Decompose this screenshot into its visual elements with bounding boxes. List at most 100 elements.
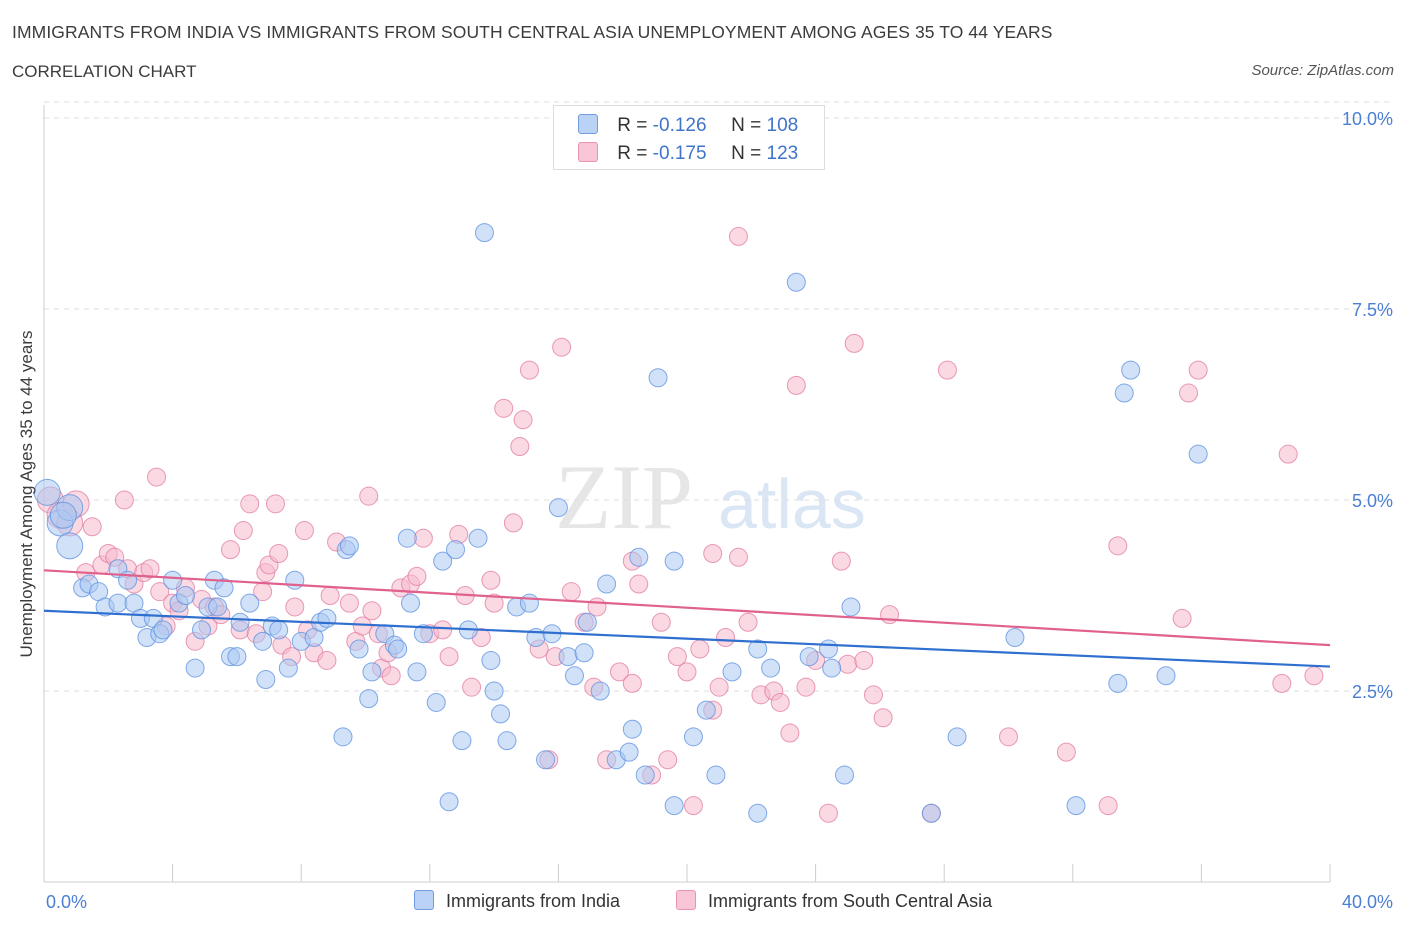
r-label: R = bbox=[617, 115, 648, 136]
series-legend: Immigrants from India Immigrants from So… bbox=[0, 890, 1406, 916]
sca-point bbox=[140, 559, 160, 579]
india-point bbox=[452, 731, 472, 751]
watermark-atlas: atlas bbox=[718, 465, 866, 543]
sca-point bbox=[1108, 536, 1128, 556]
sca-point bbox=[999, 727, 1018, 747]
india-point bbox=[108, 593, 128, 613]
india-point bbox=[413, 624, 433, 644]
sca-point bbox=[352, 616, 372, 636]
legend-swatch-sca bbox=[578, 142, 598, 162]
sca-point bbox=[683, 796, 703, 816]
r-label: R = bbox=[617, 143, 648, 164]
sca-point bbox=[863, 685, 883, 705]
india-point bbox=[664, 551, 684, 571]
stats-legend: R = -0.126 N = 108 R = -0.175 N = 123 bbox=[553, 105, 825, 170]
india-point bbox=[439, 792, 459, 812]
sca-point bbox=[150, 582, 170, 602]
sca-point bbox=[339, 593, 359, 613]
sca-point bbox=[786, 375, 806, 395]
india-point bbox=[548, 498, 568, 518]
trend-line-india bbox=[43, 609, 1331, 668]
india-point bbox=[558, 647, 578, 667]
n-value: 123 bbox=[766, 143, 799, 164]
watermark-zip: ZIP bbox=[555, 446, 693, 548]
sca-point bbox=[114, 490, 134, 510]
sca-point bbox=[519, 360, 539, 380]
india-point bbox=[397, 528, 417, 548]
sca-point bbox=[510, 437, 530, 457]
sca-point bbox=[320, 586, 340, 605]
sca-point bbox=[240, 494, 260, 514]
sca-point bbox=[407, 566, 427, 586]
india-point bbox=[1188, 444, 1208, 464]
sca-point bbox=[854, 650, 874, 670]
india-point bbox=[474, 223, 494, 243]
india-point bbox=[590, 681, 610, 701]
sca-point bbox=[738, 612, 758, 632]
legend-swatch-india bbox=[578, 114, 598, 134]
y-axis-label: Unemployment Among Ages 35 to 44 years bbox=[17, 331, 36, 658]
sca-point bbox=[609, 662, 629, 682]
legend-item-india: Immigrants from India bbox=[414, 890, 620, 912]
y-tick-label-1: 5.0% bbox=[1352, 491, 1393, 511]
india-point bbox=[822, 658, 842, 678]
india-point bbox=[339, 536, 359, 556]
india-point bbox=[269, 620, 289, 640]
sca-point bbox=[294, 521, 314, 541]
india-point bbox=[253, 631, 273, 651]
india-point bbox=[664, 796, 684, 816]
india-point bbox=[696, 700, 716, 720]
sca-point bbox=[587, 597, 607, 617]
sca-point bbox=[413, 528, 433, 548]
sca-point bbox=[484, 593, 504, 613]
sca-point bbox=[844, 333, 864, 353]
y-axis-tick-labels: 2.5% 5.0% 7.5% 10.0% bbox=[1342, 109, 1393, 702]
sca-point bbox=[667, 647, 687, 667]
series-india-points bbox=[33, 223, 1208, 823]
india-point bbox=[192, 620, 212, 640]
sca-point bbox=[561, 582, 581, 602]
sca-point bbox=[780, 723, 800, 743]
india-point bbox=[214, 578, 234, 598]
india-point bbox=[619, 742, 639, 762]
india-point bbox=[56, 532, 84, 560]
india-point bbox=[362, 662, 382, 682]
india-point bbox=[407, 662, 427, 682]
india-point bbox=[163, 570, 183, 590]
legend-swatch-sca bbox=[676, 890, 696, 910]
sca-point bbox=[831, 551, 851, 571]
sca-point bbox=[1304, 666, 1324, 686]
india-point bbox=[278, 658, 298, 678]
india-point bbox=[835, 765, 855, 785]
sca-point bbox=[285, 597, 305, 617]
watermark: ZIP atlas bbox=[555, 446, 866, 548]
sca-point bbox=[1098, 796, 1118, 816]
india-point bbox=[230, 612, 250, 632]
sca-point bbox=[381, 666, 401, 686]
y-tick-label-3: 10.0% bbox=[1342, 109, 1393, 129]
india-point bbox=[491, 704, 511, 724]
x-tick-label-max: 40.0% bbox=[1342, 892, 1393, 912]
india-point bbox=[49, 501, 77, 529]
sca-point bbox=[265, 494, 285, 514]
stats-legend-row-sca: R = -0.175 N = 123 bbox=[578, 142, 798, 168]
r-value: -0.175 bbox=[652, 143, 707, 164]
india-point bbox=[519, 593, 539, 613]
legend-item-sca: Immigrants from South Central Asia bbox=[676, 890, 992, 912]
india-point bbox=[629, 547, 649, 567]
india-point bbox=[401, 593, 421, 613]
sca-point bbox=[629, 574, 649, 594]
india-point bbox=[786, 272, 806, 292]
sca-point bbox=[269, 543, 289, 563]
n-value: 108 bbox=[766, 115, 799, 136]
india-point bbox=[1121, 360, 1141, 380]
india-point bbox=[468, 528, 488, 548]
sca-point bbox=[82, 517, 102, 537]
sca-point bbox=[873, 708, 893, 728]
sca-point bbox=[1179, 383, 1199, 403]
india-point bbox=[388, 639, 408, 659]
sca-point bbox=[690, 639, 710, 659]
n-label: N = bbox=[731, 143, 762, 164]
stats-legend-row-india: R = -0.126 N = 108 bbox=[578, 114, 798, 140]
